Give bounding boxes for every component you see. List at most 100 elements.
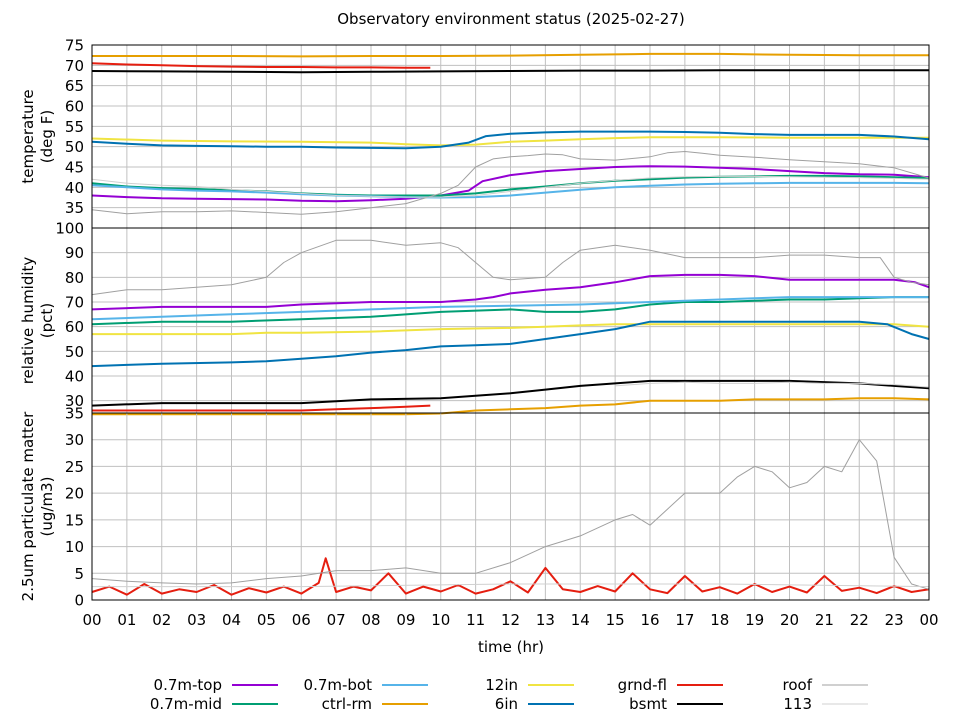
series-line-bsmt: [91, 69, 929, 74]
series-line-12in: [92, 323, 930, 336]
x-axis: 00 01 02 03 04 05 06 07 08 09 10 11 12 13 14 15 16 17 18 19…: [82, 611, 938, 629]
x-tick-label: 12: [501, 611, 520, 629]
y-axis-label: (ug/m3): [38, 477, 56, 537]
series-line-grnd-fl: [91, 557, 930, 596]
x-tick-label: 19: [745, 611, 764, 629]
series-line-0.7m-top: [91, 165, 930, 203]
x-tick-label: 10: [431, 611, 450, 629]
y-axis-label: (pct): [38, 303, 56, 338]
y-tick-label: 70: [65, 57, 84, 75]
legend-item: 0.7m-top: [154, 676, 278, 694]
series-line-113: [92, 583, 930, 588]
panel-temperature: 35 40 45 50 55 60 65 70 75 temperature (deg F): [19, 37, 930, 229]
y-axis-label: relative humidity: [19, 257, 37, 385]
legend-item: 113: [783, 695, 868, 713]
y-tick-label: 65: [65, 77, 84, 95]
x-tick-label: 17: [675, 611, 694, 629]
series-line-bsmt: [91, 379, 930, 407]
series-line-12in: [91, 136, 929, 147]
y-tick-label: 100: [55, 220, 84, 238]
x-tick-label: 16: [640, 611, 659, 629]
y-tick-label: 70: [65, 294, 84, 312]
legend-label: 0.7m-mid: [150, 695, 222, 713]
series-line-0.7m-top: [91, 273, 930, 311]
y-tick-label: 60: [65, 318, 84, 336]
x-tick-label: 04: [222, 611, 241, 629]
x-tick-label: 01: [117, 611, 136, 629]
series-line-roof: [91, 239, 930, 296]
x-tick-label: 08: [361, 611, 380, 629]
x-tick-label: 14: [571, 611, 590, 629]
x-tick-label: 23: [885, 611, 904, 629]
y-tick-label: 75: [65, 37, 84, 55]
panel-humidity: 30 40 50 60 70 80 90 100 relative humidity (pct): [19, 220, 930, 416]
legend-item: ctrl-rm: [322, 695, 428, 713]
legend-item: 6in: [495, 695, 574, 713]
legend-label: roof: [783, 676, 813, 694]
y-tick-label: 25: [65, 458, 84, 476]
y-tick-label: 90: [65, 244, 84, 262]
y-tick-label: 35: [65, 405, 84, 423]
y-axis-label: (deg F): [38, 110, 56, 163]
y-tick-label: 45: [65, 159, 84, 177]
series-line-0.7m-mid: [91, 174, 930, 197]
series-line-0.7m-mid: [91, 296, 929, 326]
legend-item: 12in: [485, 676, 574, 694]
y-axis-label: 2.5um particulate matter: [19, 411, 37, 601]
legend-label: bsmt: [629, 695, 667, 713]
legend-item: 0.7m-bot: [304, 676, 428, 694]
x-tick-label: 13: [536, 611, 555, 629]
legend-label: 0.7m-bot: [304, 676, 373, 694]
legend-item: roof: [783, 676, 868, 694]
x-tick-label: 05: [257, 611, 276, 629]
y-tick-label: 0: [74, 592, 84, 610]
legend-label: 113: [783, 695, 812, 713]
legend-item: grnd-fl: [618, 676, 723, 694]
series-line-0.7m-bot: [91, 181, 930, 199]
legend-label: 0.7m-top: [154, 676, 222, 694]
series-line-ctrl-rm: [92, 397, 930, 416]
series-line-grnd-fl: [92, 404, 431, 412]
x-axis-label: time (hr): [478, 638, 544, 656]
y-axis-label: temperature: [19, 89, 37, 183]
x-tick-label: 00: [919, 611, 938, 629]
panel-frame: [91, 412, 930, 601]
panel-pm25: 0 5 10 15 20 25 30 35 2.5um particulate matter (u…: [19, 405, 930, 610]
legend: 0.7m-top 0.7m-bot 12in grnd-fl roof 0.7m-mid c…: [150, 676, 868, 713]
series-line-6in: [91, 320, 930, 368]
legend-label: ctrl-rm: [322, 695, 372, 713]
series-line-grnd-fl: [91, 62, 431, 69]
series-line-0.7m-bot: [91, 296, 929, 321]
x-tick-label: 18: [710, 611, 729, 629]
y-tick-label: 60: [65, 98, 84, 116]
x-tick-label: 07: [327, 611, 346, 629]
legend-label: 6in: [495, 695, 518, 713]
x-tick-label: 00: [82, 611, 101, 629]
y-tick-label: 50: [65, 138, 84, 156]
legend-item: 0.7m-mid: [150, 695, 278, 713]
x-tick-label: 15: [606, 611, 625, 629]
series-line-113: [615, 381, 930, 388]
legend-label: 12in: [485, 676, 518, 694]
series-line-ctrl-rm: [92, 52, 929, 58]
x-tick-label: 09: [396, 611, 415, 629]
y-tick-label: 35: [65, 199, 84, 217]
x-tick-label: 06: [292, 611, 311, 629]
y-tick-label: 50: [65, 343, 84, 361]
legend-item: bsmt: [629, 695, 723, 713]
y-tick-label: 30: [65, 431, 84, 449]
series-line-6in: [91, 130, 930, 150]
x-tick-label: 02: [152, 611, 171, 629]
y-tick-label: 80: [65, 269, 84, 287]
series-line-113: [91, 175, 930, 198]
chart-title: Observatory environment status (2025-02-…: [337, 10, 685, 28]
legend-label: grnd-fl: [618, 676, 667, 694]
y-tick-label: 30: [65, 392, 84, 410]
y-tick-label: 10: [65, 538, 84, 556]
y-tick-label: 40: [65, 179, 84, 197]
y-tick-label: 40: [65, 368, 84, 386]
x-tick-label: 22: [850, 611, 869, 629]
x-tick-label: 21: [815, 611, 834, 629]
y-tick-label: 55: [65, 118, 84, 136]
